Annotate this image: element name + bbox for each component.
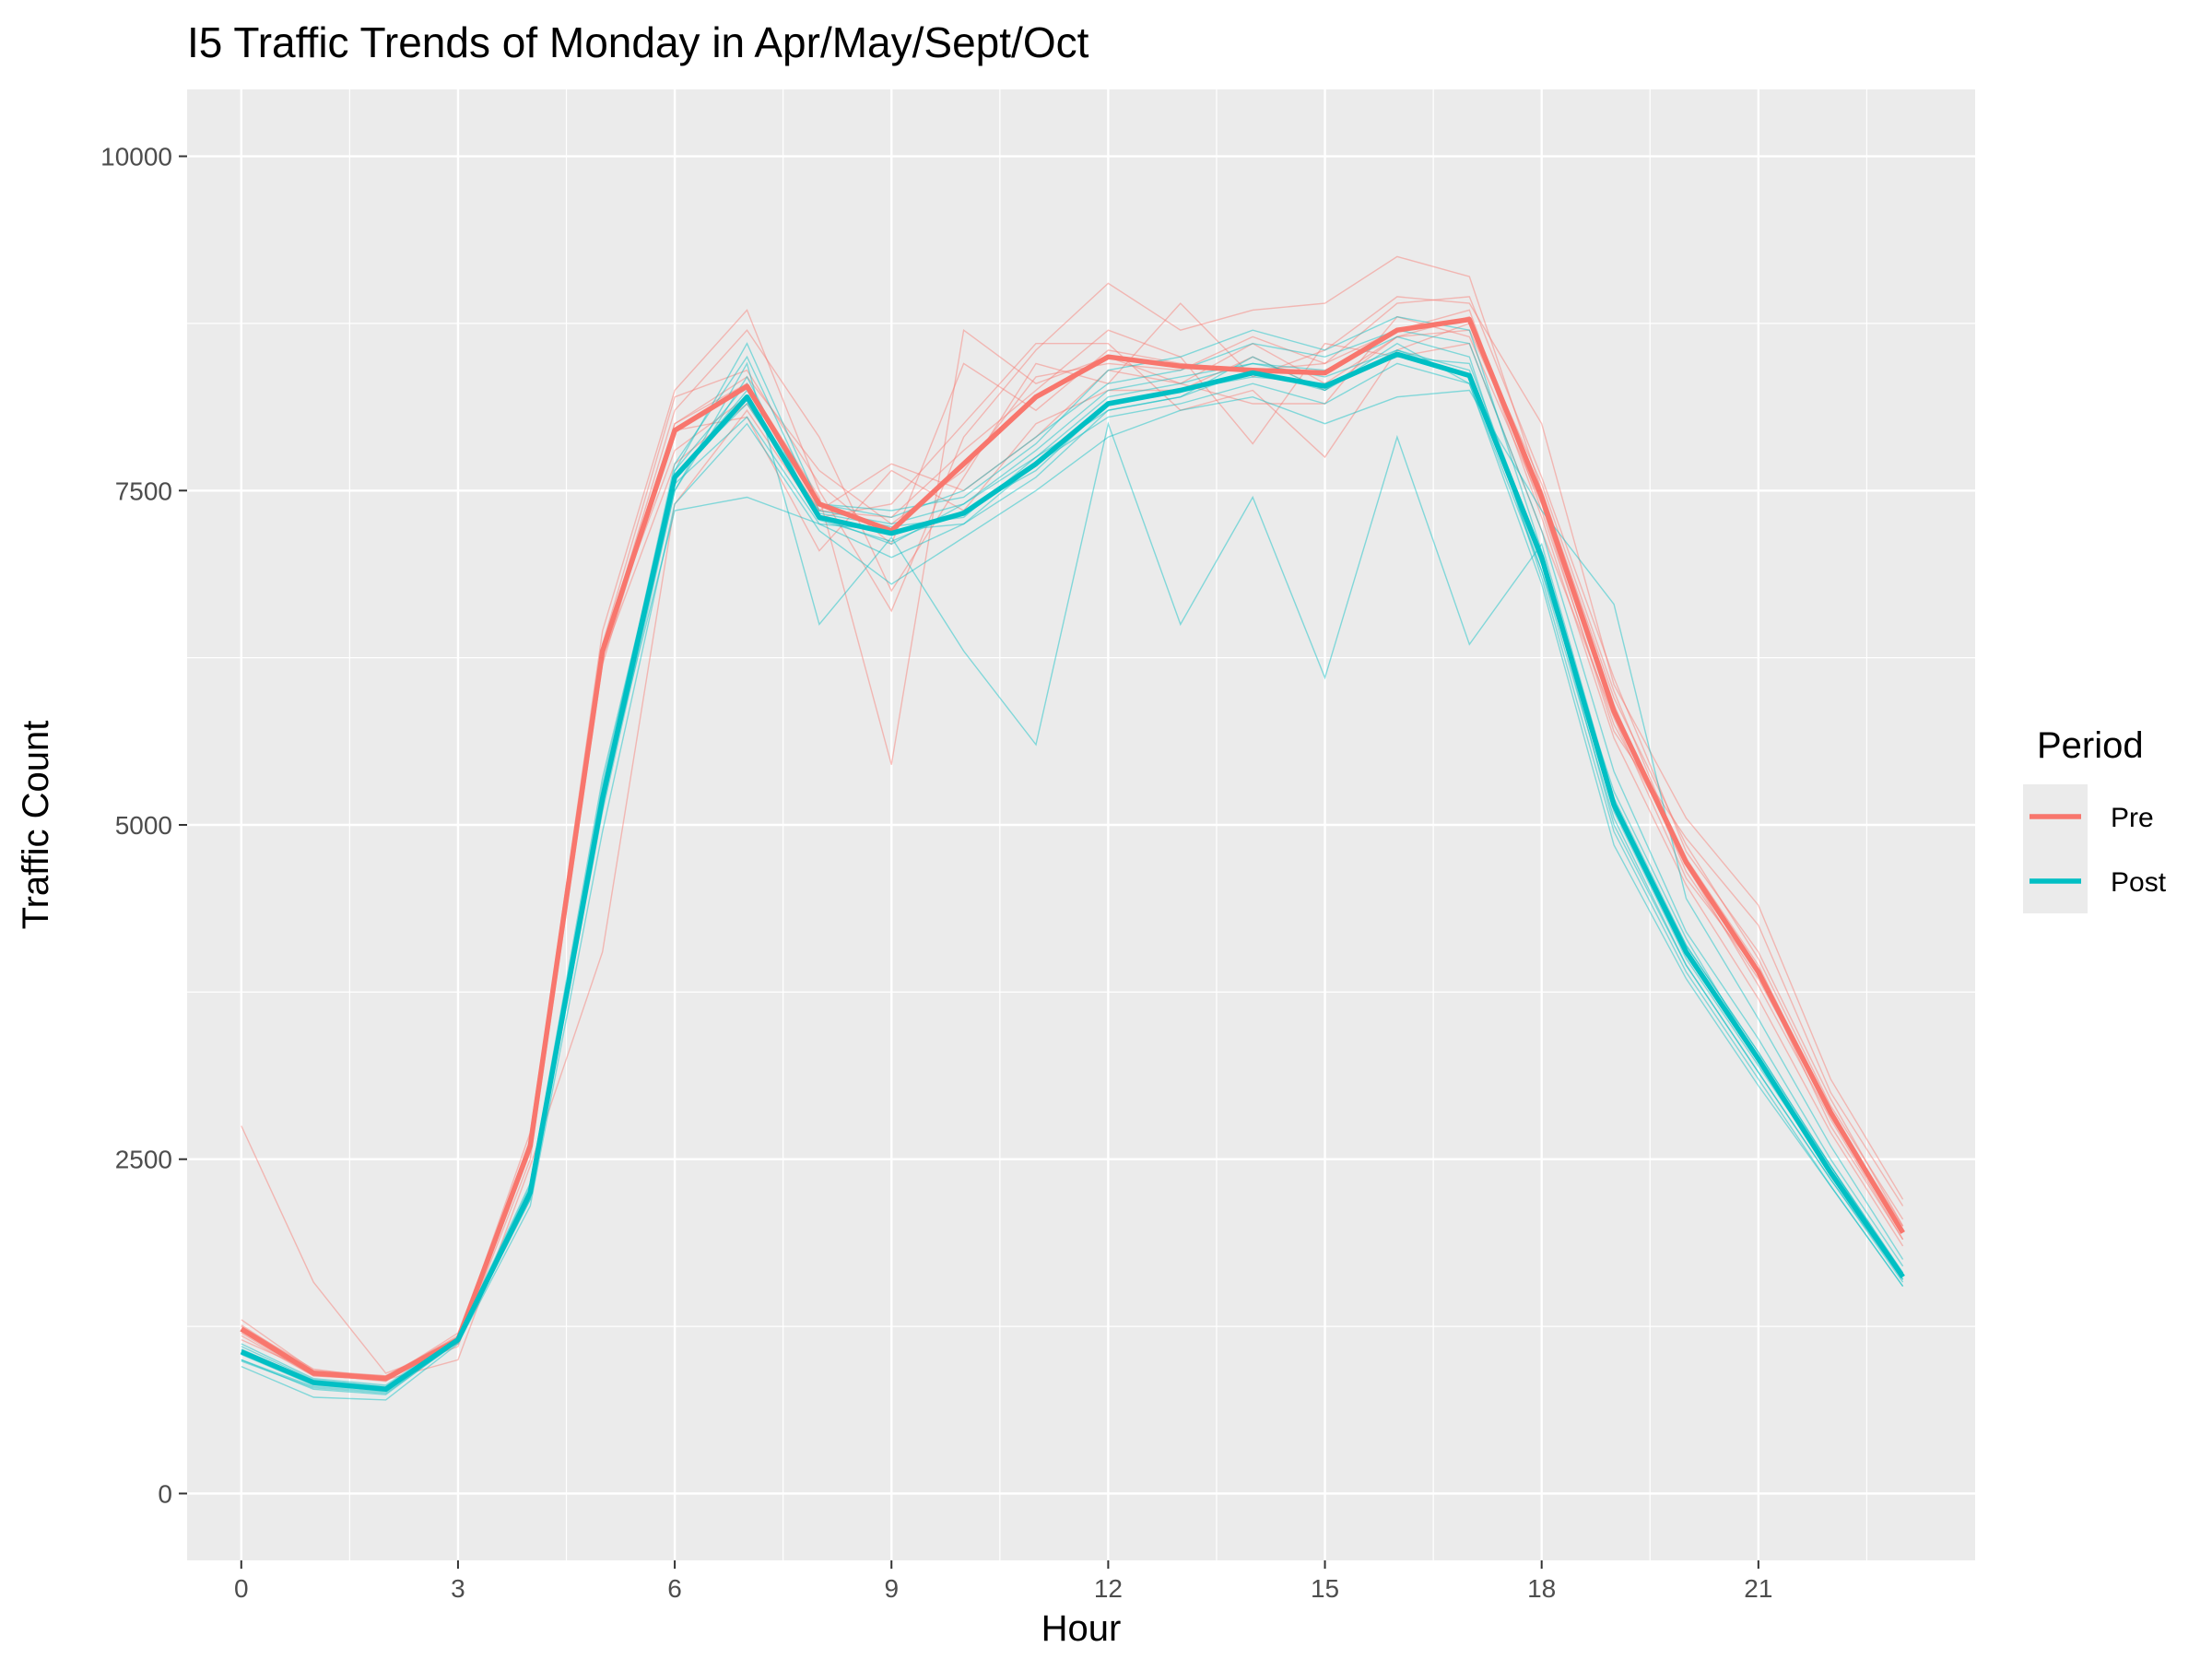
x-tick-label: 12	[1094, 1574, 1123, 1603]
x-tick-label: 9	[884, 1574, 899, 1603]
series-lines	[240, 316, 1905, 1393]
legend-title: Period	[2037, 725, 2144, 766]
pre-daily-trace	[241, 296, 1904, 1382]
x-tick-label: 3	[451, 1574, 465, 1603]
x-axis: 0 3 6 9 12 15 18 21	[234, 1560, 1772, 1603]
legend-label-post: Post	[2111, 867, 2167, 898]
chart-title: I5 Traffic Trends of Monday in Apr/May/S…	[187, 18, 1089, 66]
post-daily-trace	[241, 362, 1904, 1393]
legend-label-pre: Pre	[2111, 803, 2154, 833]
legend: Period Pre Post	[2023, 725, 2167, 913]
series-line-pre	[240, 316, 1905, 1382]
post-daily-trace	[241, 389, 1904, 1401]
series-line-post	[240, 351, 1905, 1393]
x-tick-label: 6	[667, 1574, 682, 1603]
x-tick-label: 18	[1527, 1574, 1556, 1603]
x-axis-title: Hour	[1041, 1608, 1122, 1649]
daily-traces	[241, 255, 1904, 1401]
legend-entries: Pre Post	[2023, 784, 2167, 913]
pre-daily-trace	[241, 315, 1904, 1374]
y-tick-label: 10000	[100, 143, 172, 171]
x-tick-label: 15	[1311, 1574, 1339, 1603]
y-tick-label: 2500	[115, 1146, 172, 1174]
y-axis-title: Traffic Count	[16, 721, 56, 930]
y-tick-label: 7500	[115, 477, 172, 505]
post-daily-trace	[241, 361, 1904, 1395]
y-tick-label: 0	[158, 1479, 172, 1508]
y-tick-label: 5000	[115, 811, 172, 840]
y-axis: 0 2500 5000 7500 10000	[100, 143, 187, 1508]
x-tick-label: 21	[1744, 1574, 1772, 1603]
x-tick-label: 0	[234, 1574, 249, 1603]
post-daily-trace	[241, 329, 1904, 1388]
pre-daily-trace	[241, 323, 1904, 1381]
major-gridlines	[187, 89, 1975, 1560]
